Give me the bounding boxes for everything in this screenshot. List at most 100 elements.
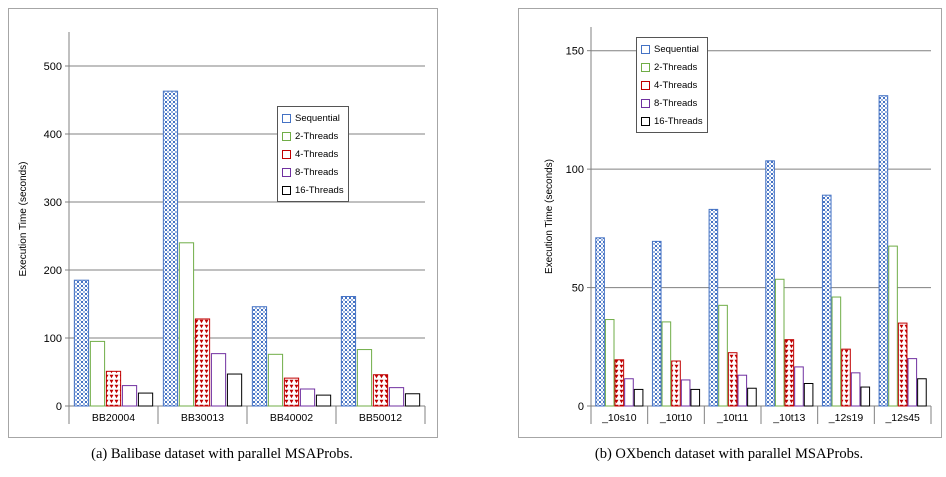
x-tick-label-bb30013: BB30013 [181,412,224,424]
legend-balibase: Sequential 2-Threads 4-Threads 8-Threads 16-… [277,106,349,202]
x-tick-label-10t13: _10t13 [772,412,805,424]
bar-sequential-12s19 [821,194,832,407]
y-tick-label: 50 [572,283,584,295]
y-tick-label: 100 [566,164,584,176]
y-tick-label: 200 [44,265,62,277]
bar-4-threads-bb50012 [372,374,389,407]
bar-sequential-10t11 [708,208,719,407]
x-tick-label-bb50012: BB50012 [359,412,402,424]
x-tick-label-12s19: _12s19 [828,412,864,424]
x-tick-label-bb40002: BB40002 [270,412,313,424]
bar-2-threads-12s45 [888,245,898,407]
legend-swatch-8-threads [641,98,650,108]
bar-8-threads-10t10 [680,379,691,407]
bar-16-threads-12s19 [860,386,871,407]
legend-label-sequential: Sequential [654,43,699,55]
bar-8-threads-10t13 [794,366,804,407]
x-tick-label-10s10: _10s10 [601,412,637,424]
bar-4-threads-bb30013 [194,318,211,407]
legend-label-8-threads: 8-Threads [295,166,339,178]
y-axis-label: Execution Time (seconds) [544,159,555,274]
bar-16-threads-10t13 [803,382,814,407]
y-tick-label: 300 [44,197,62,209]
bar-8-threads-bb30013 [210,353,227,407]
bar-16-threads-10t10 [690,388,701,407]
bar-2-threads-10t10 [661,321,672,407]
bar-sequential-bb50012 [340,296,357,407]
bar-4-threads-10s10 [614,359,625,407]
bar-sequential-10t10 [651,240,662,407]
bar-4-threads-bb40002 [283,377,300,407]
legend-label-2-threads: 2-Threads [654,61,698,73]
bar-4-threads-10t10 [671,360,681,407]
legend-label-16-threads: 16-Threads [654,115,703,127]
legend-label-8-threads: 8-Threads [654,97,698,109]
legend-label-4-threads: 4-Threads [654,79,698,91]
legend-swatch-16-threads [282,185,291,195]
legend-item-16-threads: 16-Threads [282,181,344,199]
legend-item-2-threads: 2-Threads [282,127,344,145]
bar-2-threads-bb20004 [89,340,106,407]
bar-sequential-10s10 [595,237,605,407]
y-tick-label: 400 [44,129,62,141]
bar-2-threads-bb40002 [267,353,284,407]
chart-oxbench: 0 50 100 150 Execution Time (seconds) _10s10 _… [544,27,932,424]
legend-oxbench: Sequential 2-Threads 4-Threads 8-Threads 16-… [636,37,708,133]
bar-2-threads-10t13 [774,278,785,407]
y-tick-label: 500 [44,61,62,73]
bar-2-threads-bb50012 [356,349,373,407]
legend-swatch-16-threads [641,116,650,126]
chart-balibase: 0 100 200 300 400 500 Execution Time (seconds)… [18,32,426,424]
legend-item-4-threads: 4-Threads [282,145,344,163]
bar-8-threads-10t11 [737,374,748,407]
chart-panel-balibase: 0 100 200 300 400 500 Execution Time (seconds)… [8,8,438,438]
bar-sequential-bb30013 [162,90,179,407]
y-tick-label: 0 [56,401,62,413]
bar-2-threads-12s19 [831,296,842,407]
legend-item-sequential: Sequential [282,109,344,127]
bar-8-threads-12s45 [907,358,918,407]
legend-label-4-threads: 4-Threads [295,148,339,160]
bar-16-threads-bb20004 [137,392,154,407]
bar-2-threads-10s10 [604,319,615,407]
bar-8-threads-bb40002 [299,388,316,407]
bar-2-threads-bb30013 [178,242,195,407]
legend-swatch-sequential [641,44,650,54]
legend-swatch-8-threads [282,167,291,177]
legend-label-16-threads: 16-Threads [295,184,344,196]
x-tick-label-12s45: _12s45 [884,412,920,424]
legend-swatch-4-threads [282,149,291,159]
legend-label-sequential: Sequential [295,112,340,124]
bar-4-threads-12s45 [897,322,908,407]
bar-16-threads-12s45 [917,378,927,407]
bar-8-threads-bb50012 [388,387,405,407]
bar-sequential-10t13 [765,160,775,407]
bar-2-threads-10t11 [718,304,728,407]
legend-item-2-threads: 2-Threads [641,58,703,76]
bar-16-threads-bb50012 [404,393,421,407]
legend-swatch-2-threads [282,131,291,141]
bar-sequential-bb20004 [73,279,90,407]
legend-swatch-4-threads [641,80,650,90]
chart-panel-oxbench: 0 50 100 150 Execution Time (seconds) _10s10 _… [518,8,942,438]
legend-item-16-threads: 16-Threads [641,112,703,130]
x-tick-label-10t11: _10t11 [716,412,748,424]
legend-item-8-threads: 8-Threads [282,163,344,181]
bar-16-threads-bb30013 [226,373,243,407]
legend-item-4-threads: 4-Threads [641,76,703,94]
y-tick-label: 0 [578,401,584,413]
legend-label-2-threads: 2-Threads [295,130,339,142]
y-axis-label: Execution Time (seconds) [18,161,29,276]
bar-sequential-12s45 [878,95,889,407]
bar-16-threads-bb40002 [315,394,332,407]
bar-8-threads-10s10 [624,378,634,407]
x-tick-label-10t10: _10t10 [659,412,692,424]
y-tick-label: 100 [44,333,62,345]
x-tick-label-bb20004: BB20004 [92,412,135,424]
legend-item-sequential: Sequential [641,40,703,58]
legend-item-8-threads: 8-Threads [641,94,703,112]
bar-8-threads-bb20004 [121,385,138,407]
bar-sequential-bb40002 [251,306,268,407]
caption-balibase: (a) Balibase dataset with parallel MSAPr… [91,446,353,462]
bar-8-threads-12s19 [850,372,861,407]
